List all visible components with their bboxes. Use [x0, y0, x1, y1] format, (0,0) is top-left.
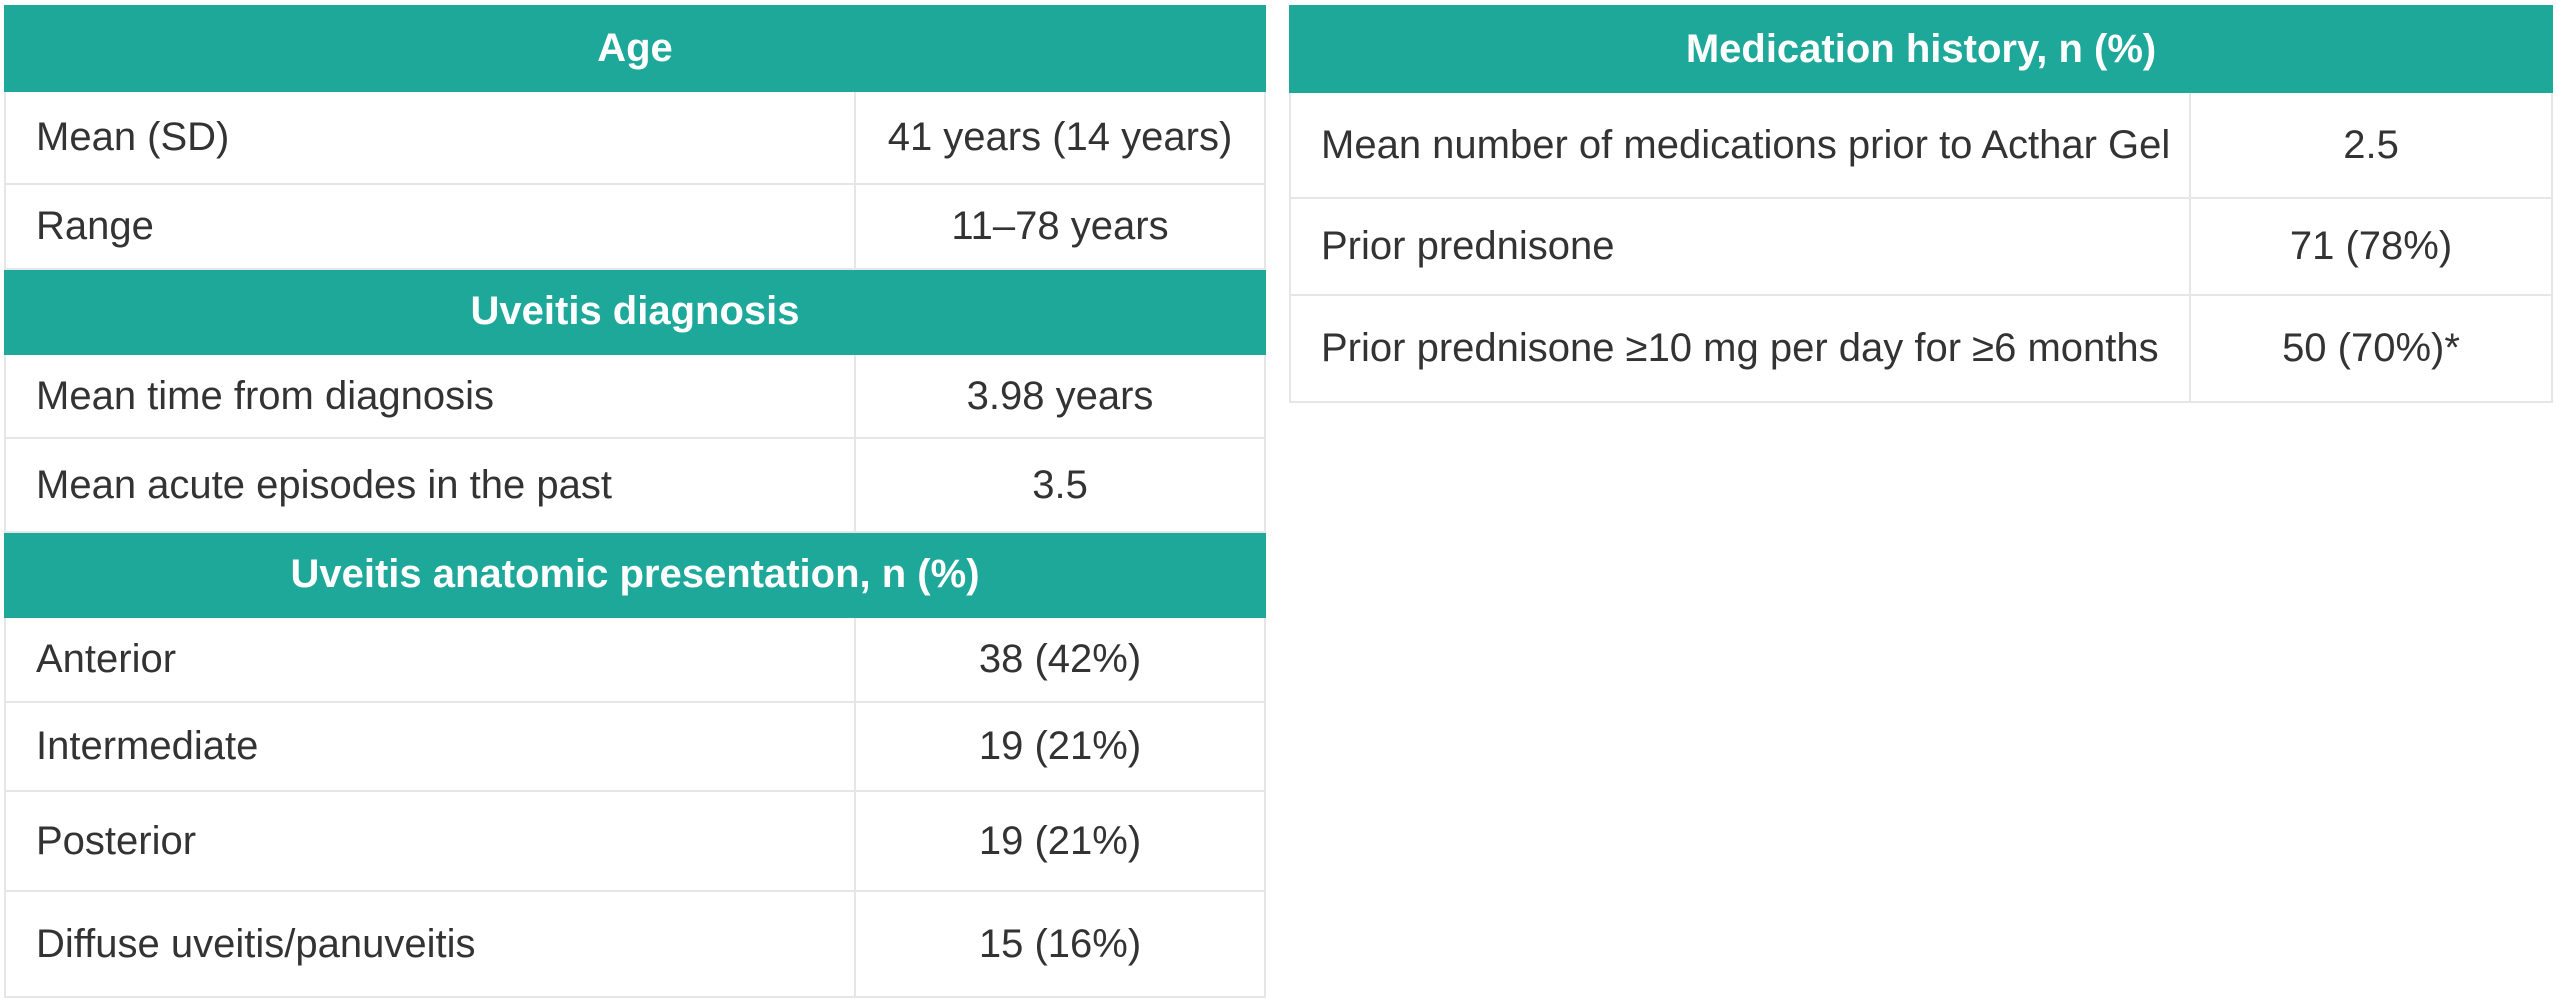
row-label: Diffuse uveitis/panuveitis — [4, 890, 856, 998]
row-value: 71 (78%) — [2188, 197, 2554, 296]
section-header-row: Age — [3, 5, 1267, 92]
row-value: 19 (21%) — [853, 790, 1267, 892]
row-label: Posterior — [4, 790, 856, 892]
table-row: Mean time from diagnosis 3.98 years — [4, 353, 1267, 439]
age-header: Age — [3, 5, 1267, 92]
row-value: 38 (42%) — [853, 616, 1267, 703]
table-row: Range 11–78 years — [4, 183, 1267, 270]
diagnosis-header: Uveitis diagnosis — [3, 268, 1267, 355]
row-label: Anterior — [4, 616, 856, 703]
row-value: 15 (16%) — [853, 890, 1267, 998]
row-label: Mean number of medications prior to Acth… — [1289, 91, 2191, 199]
section-header-row: Medication history, n (%) — [1288, 5, 2554, 93]
medication-header: Medication history, n (%) — [1288, 5, 2554, 93]
row-value: 41 years (14 years) — [853, 90, 1267, 185]
table-row: Mean number of medications prior to Acth… — [1289, 91, 2554, 199]
row-value: 11–78 years — [853, 183, 1267, 270]
section-header-row: Uveitis diagnosis — [3, 268, 1267, 355]
row-label: Prior prednisone ≥10 mg per day for ≥6 m… — [1289, 294, 2191, 403]
section-header-row: Uveitis anatomic presentation, n (%) — [3, 531, 1267, 618]
row-label: Intermediate — [4, 701, 856, 792]
demographics-table: Age Mean (SD) 41 years (14 years) Range … — [3, 5, 1267, 998]
row-label: Prior prednisone — [1289, 197, 2191, 296]
table-row: Prior prednisone 71 (78%) — [1289, 197, 2554, 296]
table-row: Prior prednisone ≥10 mg per day for ≥6 m… — [1289, 294, 2554, 403]
anatomic-header: Uveitis anatomic presentation, n (%) — [3, 531, 1267, 618]
table-row: Mean (SD) 41 years (14 years) — [4, 90, 1267, 185]
table-row: Diffuse uveitis/panuveitis 15 (16%) — [4, 890, 1267, 998]
row-value: 2.5 — [2188, 91, 2554, 199]
row-value: 50 (70%)* — [2188, 294, 2554, 403]
row-label: Mean acute episodes in the past — [4, 437, 856, 533]
row-label: Mean time from diagnosis — [4, 353, 856, 439]
table-row: Intermediate 19 (21%) — [4, 701, 1267, 792]
medication-history-table: Medication history, n (%) Mean number of… — [1288, 5, 2554, 403]
row-label: Mean (SD) — [4, 90, 856, 185]
table-row: Mean acute episodes in the past 3.5 — [4, 437, 1267, 533]
row-value: 19 (21%) — [853, 701, 1267, 792]
row-value: 3.98 years — [853, 353, 1267, 439]
row-label: Range — [4, 183, 856, 270]
table-row: Posterior 19 (21%) — [4, 790, 1267, 892]
table-row: Anterior 38 (42%) — [4, 616, 1267, 703]
row-value: 3.5 — [853, 437, 1267, 533]
